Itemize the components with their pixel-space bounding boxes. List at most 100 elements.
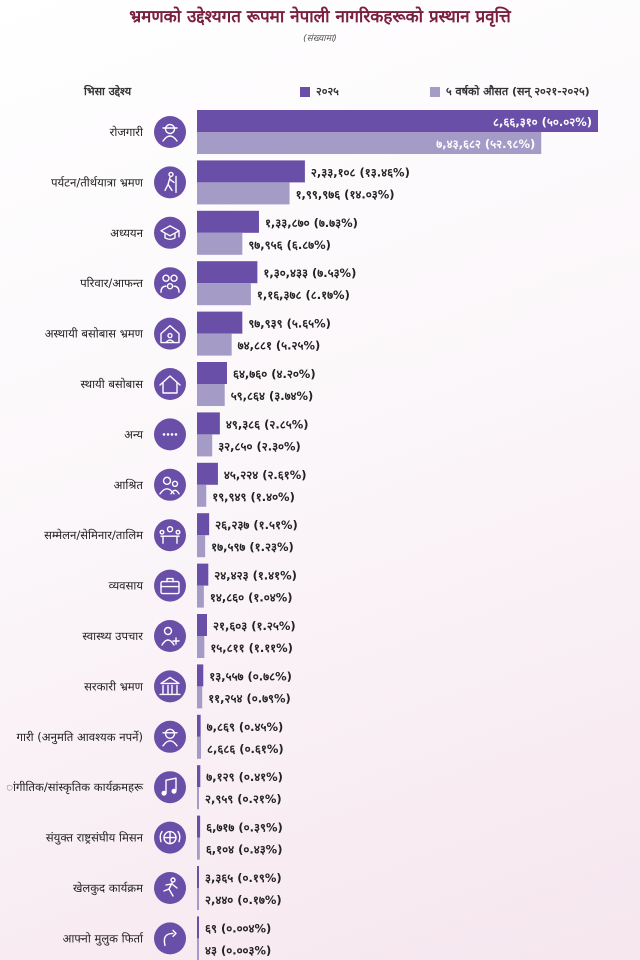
bar-average <box>197 535 206 558</box>
bar-current <box>197 462 218 485</box>
value-label-current: २४,४२३ (१.४१%) <box>214 569 297 583</box>
value-label-average: ९७,९५६ (६.८७%) <box>248 238 331 252</box>
category-label: अन्य <box>124 427 143 441</box>
bar-current <box>197 563 209 586</box>
icon-background <box>154 468 186 501</box>
legend-item-average: ५ वर्षको औसत (सन् २०२१-२०२५) <box>430 84 590 99</box>
dependents-icon <box>154 468 186 501</box>
bar-average <box>197 333 232 356</box>
category-label: पर्यटन/तीर्थयात्रा भ्रमण <box>51 175 144 189</box>
bar-average <box>197 938 199 960</box>
legend-label-average: ५ वर्षको औसत (सन् २०२१-२०२५) <box>446 85 590 98</box>
category-label: आश्रित <box>114 478 144 492</box>
value-label-average: ४३ (०.००३%) <box>205 943 271 957</box>
value-label-current: १३,५५७ (०.७८%) <box>209 669 292 683</box>
bar-current <box>197 664 204 687</box>
value-label-current: २१,६०३ (१.२५%) <box>213 619 296 633</box>
icon-background <box>154 771 186 804</box>
house-icon <box>154 368 186 400</box>
bar-current <box>197 412 220 435</box>
category-label: व्यवसाय <box>109 579 144 593</box>
icon-background <box>154 418 186 451</box>
value-label-current: १,३३,८७० (७.७३%) <box>265 216 358 230</box>
runner-icon <box>154 872 186 904</box>
music-note-icon <box>154 771 186 804</box>
bar-average <box>197 736 202 759</box>
bar-current <box>197 110 598 132</box>
category-label: रोजगारी <box>110 125 144 139</box>
icon-background <box>154 216 186 249</box>
value-label-average: १७,५९७ (१.२३%) <box>211 540 294 554</box>
value-label-average: ६,१०४ (०.४३%) <box>206 843 283 857</box>
briefcase-icon <box>154 569 186 602</box>
value-label-current: ७,८६९ (०.४५%) <box>207 720 284 734</box>
icon-background <box>154 519 186 552</box>
bar-current <box>197 614 207 636</box>
hiker-icon <box>154 166 186 199</box>
category-label: अध्ययन <box>110 226 143 240</box>
un-emblem-icon <box>154 821 186 854</box>
bar-average <box>197 787 199 810</box>
category-label: परिवार/आफन्त <box>80 276 143 290</box>
meeting-icon <box>154 519 186 552</box>
value-label-current: ६४,७६० (४.२०%) <box>233 367 316 381</box>
icon-background <box>154 569 186 602</box>
value-label-average: १९,९४९ (१.४०%) <box>212 490 295 504</box>
value-label-average: ११,२५४ (०.७९%) <box>208 691 291 705</box>
bar-average <box>197 384 225 406</box>
bar-average <box>197 132 542 154</box>
value-label-average: ८,६८६ (०.६१%) <box>207 742 284 756</box>
icon-background <box>154 368 186 400</box>
return-arrow-icon <box>154 922 186 955</box>
category-label: आफ्नो मुलुक फिर्ता <box>63 931 144 946</box>
bar-average <box>197 232 243 255</box>
legend-swatch-average <box>430 86 440 97</box>
category-header: भिसा उद्देश्य <box>84 85 132 98</box>
value-label-current: ४९,३८६ (२.८५%) <box>226 417 309 431</box>
value-label-current: ८,६६,३१० (५०.०२%) <box>493 115 592 129</box>
bar-current <box>197 714 201 737</box>
bar-average <box>197 686 203 709</box>
legend-swatch-current <box>300 86 310 97</box>
legend-item-current: २०२५ <box>300 84 339 99</box>
category-label: गारी (अनुमति आवश्यक नपर्ने) <box>17 730 144 745</box>
value-label-current: ६,७१७ (०.३९%) <box>206 821 283 835</box>
health-icon <box>154 620 186 652</box>
value-label-average: १,१६,३७८ (८.१७%) <box>257 288 350 302</box>
value-label-current: २,३३,१०८ (१३.४६%) <box>311 165 410 179</box>
bar-average <box>197 484 207 507</box>
value-label-current: ७,१२९ (०.४१%) <box>206 770 283 784</box>
bar-current <box>197 916 199 939</box>
value-label-current: ९७,९३९ (५.६५%) <box>248 317 331 331</box>
bar-current <box>197 815 201 838</box>
value-label-average: १,९९,९७६ (१४.०३%) <box>296 187 395 201</box>
bar-average <box>197 182 290 205</box>
value-label-average: १५,८११ (१.११%) <box>210 641 293 655</box>
ellipsis-icon <box>154 418 186 451</box>
icon-background <box>154 620 186 652</box>
bar-current <box>197 261 258 284</box>
value-label-current: ३,३६५ (०.१९%) <box>205 871 282 885</box>
value-label-current: ४५,२२४ (२.६१%) <box>224 468 307 482</box>
bar-average <box>197 585 204 608</box>
graduation-cap-icon <box>154 216 186 249</box>
category-label: अस्थायी बसोबास भ्रमण <box>45 327 144 341</box>
bar-average <box>197 888 199 910</box>
chart-title: भ्रमणको उद्देश्यगत रूपमा नेपाली नागरिकहर… <box>129 7 511 27</box>
icon-background <box>154 922 186 955</box>
worker-icon <box>154 720 186 753</box>
family-icon <box>154 267 186 300</box>
value-label-average: ३२,८५० (२.३०%) <box>218 439 301 453</box>
bar-current <box>197 765 201 788</box>
value-label-average: ७४,८८१ (५.२५%) <box>238 339 321 353</box>
bar-average <box>197 283 251 306</box>
category-label: संयुक्त राष्ट्रसंघीय मिसन <box>46 831 144 846</box>
icon-background <box>154 116 186 148</box>
value-label-average: १४,८६० (१.०४%) <box>210 591 293 605</box>
icon-background <box>154 670 186 703</box>
value-label-current: ६९ (०.००४%) <box>205 921 271 935</box>
category-label: स्थायी बसोबास <box>80 377 143 391</box>
category-label: स्वास्थ्य उपचार <box>82 629 143 643</box>
bar-current <box>197 311 243 334</box>
